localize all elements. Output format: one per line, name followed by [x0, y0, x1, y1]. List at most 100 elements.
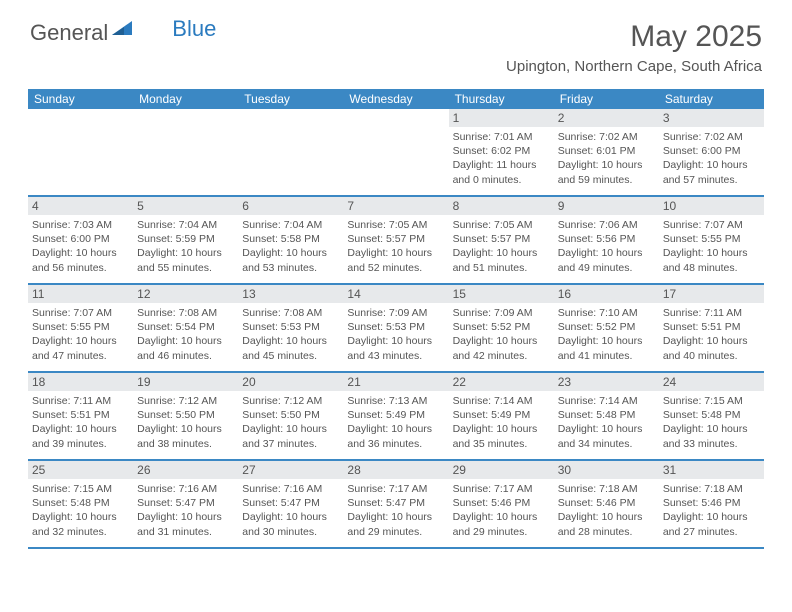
sunset-text: Sunset: 5:49 PM	[347, 408, 444, 422]
day-cell: 31Sunrise: 7:18 AMSunset: 5:46 PMDayligh…	[659, 461, 764, 547]
day-info: Sunrise: 7:14 AMSunset: 5:49 PMDaylight:…	[453, 394, 550, 451]
sunrise-text: Sunrise: 7:13 AM	[347, 394, 444, 408]
weekday-cell: Tuesday	[238, 89, 343, 109]
day-info: Sunrise: 7:03 AMSunset: 6:00 PMDaylight:…	[32, 218, 129, 275]
day-number: 29	[449, 461, 554, 479]
day-cell: 1Sunrise: 7:01 AMSunset: 6:02 PMDaylight…	[449, 109, 554, 195]
daylight-text: Daylight: 10 hours and 35 minutes.	[453, 422, 550, 450]
sunrise-text: Sunrise: 7:14 AM	[558, 394, 655, 408]
weekday-cell: Thursday	[449, 89, 554, 109]
day-number	[238, 109, 343, 113]
daylight-text: Daylight: 10 hours and 53 minutes.	[242, 246, 339, 274]
day-number: 14	[343, 285, 448, 303]
sunset-text: Sunset: 5:52 PM	[558, 320, 655, 334]
day-info: Sunrise: 7:11 AMSunset: 5:51 PMDaylight:…	[32, 394, 129, 451]
day-cell: 16Sunrise: 7:10 AMSunset: 5:52 PMDayligh…	[554, 285, 659, 371]
day-info: Sunrise: 7:14 AMSunset: 5:48 PMDaylight:…	[558, 394, 655, 451]
sunset-text: Sunset: 5:47 PM	[242, 496, 339, 510]
sunrise-text: Sunrise: 7:01 AM	[453, 130, 550, 144]
day-number: 18	[28, 373, 133, 391]
day-info: Sunrise: 7:18 AMSunset: 5:46 PMDaylight:…	[558, 482, 655, 539]
day-cell	[238, 109, 343, 195]
sunset-text: Sunset: 5:47 PM	[137, 496, 234, 510]
sunrise-text: Sunrise: 7:08 AM	[242, 306, 339, 320]
weekday-cell: Monday	[133, 89, 238, 109]
daylight-text: Daylight: 10 hours and 31 minutes.	[137, 510, 234, 538]
daylight-text: Daylight: 10 hours and 33 minutes.	[663, 422, 760, 450]
daylight-text: Daylight: 10 hours and 52 minutes.	[347, 246, 444, 274]
sunrise-text: Sunrise: 7:07 AM	[32, 306, 129, 320]
day-cell: 12Sunrise: 7:08 AMSunset: 5:54 PMDayligh…	[133, 285, 238, 371]
day-cell: 25Sunrise: 7:15 AMSunset: 5:48 PMDayligh…	[28, 461, 133, 547]
sunset-text: Sunset: 5:48 PM	[558, 408, 655, 422]
day-cell: 5Sunrise: 7:04 AMSunset: 5:59 PMDaylight…	[133, 197, 238, 283]
day-info: Sunrise: 7:02 AMSunset: 6:01 PMDaylight:…	[558, 130, 655, 187]
day-cell: 23 Sunrise: 7:14 AMSunset: 5:48 PMDayligh…	[554, 373, 659, 459]
day-number: 13	[238, 285, 343, 303]
week-row: 18 Sunrise: 7:11 AMSunset: 5:51 PMDayligh…	[28, 373, 764, 461]
day-number: 5	[133, 197, 238, 215]
sunset-text: Sunset: 5:55 PM	[663, 232, 760, 246]
day-number: 28	[343, 461, 448, 479]
day-info: Sunrise: 7:15 AMSunset: 5:48 PMDaylight:…	[663, 394, 760, 451]
sunset-text: Sunset: 5:48 PM	[32, 496, 129, 510]
day-cell: 29Sunrise: 7:17 AMSunset: 5:46 PMDayligh…	[449, 461, 554, 547]
sunset-text: Sunset: 5:57 PM	[453, 232, 550, 246]
day-cell: 3Sunrise: 7:02 AMSunset: 6:00 PMDaylight…	[659, 109, 764, 195]
location-label: Upington, Northern Cape, South Africa	[506, 58, 762, 75]
day-number: 2	[554, 109, 659, 127]
week-row: 1Sunrise: 7:01 AMSunset: 6:02 PMDaylight…	[28, 109, 764, 197]
day-info: Sunrise: 7:05 AMSunset: 5:57 PMDaylight:…	[347, 218, 444, 275]
day-info: Sunrise: 7:17 AMSunset: 5:47 PMDaylight:…	[347, 482, 444, 539]
daylight-text: Daylight: 10 hours and 43 minutes.	[347, 334, 444, 362]
daylight-text: Daylight: 10 hours and 45 minutes.	[242, 334, 339, 362]
day-cell: 28 Sunrise: 7:17 AMSunset: 5:47 PMDayligh…	[343, 461, 448, 547]
day-info: Sunrise: 7:09 AMSunset: 5:53 PMDaylight:…	[347, 306, 444, 363]
day-info: Sunrise: 7:12 AMSunset: 5:50 PMDaylight:…	[137, 394, 234, 451]
weekday-cell: Saturday	[659, 89, 764, 109]
day-number: 15	[449, 285, 554, 303]
daylight-text: Daylight: 10 hours and 39 minutes.	[32, 422, 129, 450]
day-number: 7	[343, 197, 448, 215]
logo-text-general: General	[30, 20, 108, 46]
day-cell: 8Sunrise: 7:05 AMSunset: 5:57 PMDaylight…	[449, 197, 554, 283]
title-block: May 2025 Upington, Northern Cape, South …	[506, 20, 762, 75]
sunrise-text: Sunrise: 7:02 AM	[663, 130, 760, 144]
day-cell	[28, 109, 133, 195]
day-info: Sunrise: 7:04 AMSunset: 5:58 PMDaylight:…	[242, 218, 339, 275]
day-info: Sunrise: 7:16 AMSunset: 5:47 PMDaylight:…	[242, 482, 339, 539]
daylight-text: Daylight: 10 hours and 49 minutes.	[558, 246, 655, 274]
sunset-text: Sunset: 5:50 PM	[242, 408, 339, 422]
day-info: Sunrise: 7:11 AMSunset: 5:51 PMDaylight:…	[663, 306, 760, 363]
daylight-text: Daylight: 10 hours and 30 minutes.	[242, 510, 339, 538]
daylight-text: Daylight: 10 hours and 27 minutes.	[663, 510, 760, 538]
sunrise-text: Sunrise: 7:07 AM	[663, 218, 760, 232]
sunrise-text: Sunrise: 7:18 AM	[558, 482, 655, 496]
daylight-text: Daylight: 10 hours and 47 minutes.	[32, 334, 129, 362]
day-number: 16	[554, 285, 659, 303]
day-cell: 24Sunrise: 7:15 AMSunset: 5:48 PMDayligh…	[659, 373, 764, 459]
logo-text-blue: Blue	[172, 16, 216, 42]
daylight-text: Daylight: 10 hours and 56 minutes.	[32, 246, 129, 274]
day-info: Sunrise: 7:08 AMSunset: 5:54 PMDaylight:…	[137, 306, 234, 363]
day-cell: 17Sunrise: 7:11 AMSunset: 5:51 PMDayligh…	[659, 285, 764, 371]
day-number: 3	[659, 109, 764, 127]
sunrise-text: Sunrise: 7:06 AM	[558, 218, 655, 232]
day-number	[133, 109, 238, 113]
day-number: 23	[554, 373, 659, 391]
day-number: 11	[28, 285, 133, 303]
sunset-text: Sunset: 5:47 PM	[347, 496, 444, 510]
day-info: Sunrise: 7:01 AMSunset: 6:02 PMDaylight:…	[453, 130, 550, 187]
day-cell: 14 Sunrise: 7:09 AMSunset: 5:53 PMDayligh…	[343, 285, 448, 371]
sunrise-text: Sunrise: 7:04 AM	[137, 218, 234, 232]
month-title: May 2025	[506, 20, 762, 54]
day-info: Sunrise: 7:05 AMSunset: 5:57 PMDaylight:…	[453, 218, 550, 275]
sunrise-text: Sunrise: 7:16 AM	[137, 482, 234, 496]
sunrise-text: Sunrise: 7:03 AM	[32, 218, 129, 232]
weekday-cell: Wednesday	[343, 89, 448, 109]
day-info: Sunrise: 7:07 AMSunset: 5:55 PMDaylight:…	[32, 306, 129, 363]
day-cell: 20Sunrise: 7:12 AMSunset: 5:50 PMDayligh…	[238, 373, 343, 459]
daylight-text: Daylight: 10 hours and 51 minutes.	[453, 246, 550, 274]
day-cell: 30Sunrise: 7:18 AMSunset: 5:46 PMDayligh…	[554, 461, 659, 547]
sunset-text: Sunset: 5:54 PM	[137, 320, 234, 334]
